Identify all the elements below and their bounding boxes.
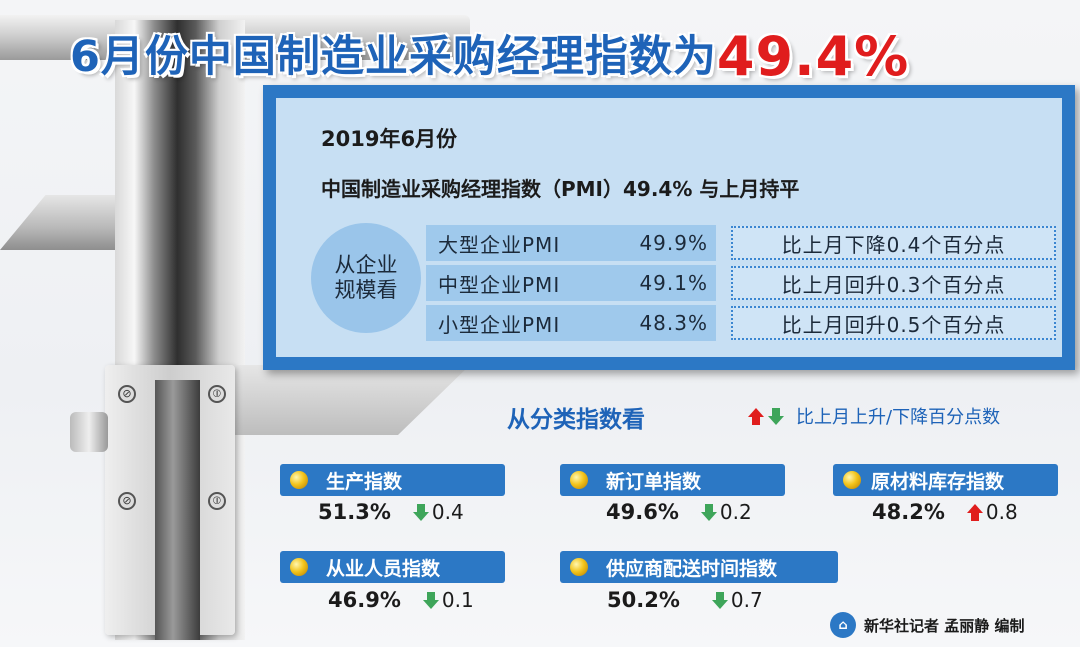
title-main: 6月份中国制造业采购经理指数为 <box>70 32 717 82</box>
ball-icon <box>843 471 861 489</box>
category-value-employment: 46.9% 0.1 <box>328 588 474 612</box>
category-delta: 0.4 <box>431 500 464 524</box>
category-value: 49.6% <box>606 500 679 524</box>
arrow-up-icon <box>966 503 983 521</box>
category-label-text: 供应商配送时间指数 <box>606 557 778 580</box>
change-box-large: 比上月下降0.4个百分点 <box>731 226 1056 260</box>
change-box-small: 比上月回升0.5个百分点 <box>731 306 1056 340</box>
change-box-medium: 比上月回升0.3个百分点 <box>731 266 1056 300</box>
category-label-production: 生产指数 <box>280 464 505 496</box>
category-delta: 0.1 <box>441 588 474 612</box>
arrow-down-icon <box>700 503 717 521</box>
category-value: 51.3% <box>318 500 391 524</box>
category-label-raw-materials: 原材料库存指数 <box>833 464 1058 496</box>
category-delta: 0.8 <box>985 500 1018 524</box>
credit-line: ⌂ 新华社记者 孟丽静 编制 <box>830 612 1024 638</box>
screw-icon: ⦶ <box>208 385 226 403</box>
category-label-text: 生产指数 <box>326 470 403 493</box>
category-value-raw-materials: 48.2% 0.8 <box>872 500 1018 524</box>
pmi-row-value: 48.3% <box>639 311 708 335</box>
caliper-slot <box>155 380 200 640</box>
arrow-down-icon <box>768 407 784 425</box>
arrow-down-icon <box>412 503 429 521</box>
screw-icon: ⊘ <box>118 492 136 510</box>
category-value-production: 51.3% 0.4 <box>318 500 464 524</box>
ball-icon <box>570 471 588 489</box>
category-value: 50.2% <box>607 588 680 612</box>
category-delta: 0.7 <box>730 588 763 612</box>
category-title: 从分类指数看 <box>507 407 645 433</box>
category-label-text: 原材料库存指数 <box>871 470 1005 493</box>
title-value: 49.4% <box>716 25 910 88</box>
caliper-slider-arm <box>230 365 470 435</box>
arrow-down-icon <box>422 591 439 609</box>
category-delta: 0.2 <box>719 500 752 524</box>
ball-icon <box>570 558 588 576</box>
pmi-row-name: 中型企业PMI <box>438 272 561 297</box>
page-title: 6月份中国制造业采购经理指数为49.4% <box>70 22 909 88</box>
caliper-middle-jaw <box>0 195 130 250</box>
category-value: 46.9% <box>328 588 401 612</box>
scale-label-line1: 从企业 <box>334 252 398 277</box>
pmi-row-value: 49.9% <box>639 231 708 255</box>
ball-icon <box>290 558 308 576</box>
credit-text: 新华社记者 孟丽静 编制 <box>864 616 1025 635</box>
screw-icon: ⊘ <box>118 385 136 403</box>
category-label-text: 新订单指数 <box>606 470 702 493</box>
pmi-row-medium: 中型企业PMI 49.1% <box>426 265 716 301</box>
category-label-supplier-delivery: 供应商配送时间指数 <box>560 551 838 583</box>
caliper-knob <box>70 412 108 452</box>
category-value-supplier-delivery: 50.2% 0.7 <box>607 588 763 612</box>
pmi-row-small: 小型企业PMI 48.3% <box>426 305 716 341</box>
category-legend: 比上月上升/下降百分点数 <box>748 403 1000 429</box>
category-value-new-orders: 49.6% 0.2 <box>606 500 752 524</box>
arrow-up-icon <box>748 407 764 425</box>
category-label-text: 从业人员指数 <box>326 557 441 580</box>
xinhua-logo-icon: ⌂ <box>830 612 856 638</box>
pmi-row-name: 大型企业PMI <box>438 232 561 257</box>
pmi-row-name: 小型企业PMI <box>438 312 561 337</box>
pmi-headline: 中国制造业采购经理指数（PMI）49.4% 与上月持平 <box>321 177 800 201</box>
pmi-row-large: 大型企业PMI 49.9% <box>426 225 716 261</box>
category-label-employment: 从业人员指数 <box>280 551 505 583</box>
pmi-row-value: 49.1% <box>639 271 708 295</box>
scale-circle: 从企业 规模看 <box>311 223 421 333</box>
legend-text: 比上月上升/下降百分点数 <box>796 407 1001 428</box>
summary-panel-inner: 2019年6月份 中国制造业采购经理指数（PMI）49.4% 与上月持平 从企业… <box>276 98 1062 357</box>
summary-panel: 2019年6月份 中国制造业采购经理指数（PMI）49.4% 与上月持平 从企业… <box>263 85 1075 370</box>
ball-icon <box>290 471 308 489</box>
category-label-new-orders: 新订单指数 <box>560 464 785 496</box>
arrow-down-icon <box>711 591 728 609</box>
year-month-label: 2019年6月份 <box>321 127 458 151</box>
scale-label-line2: 规模看 <box>334 278 398 302</box>
screw-icon: ⦶ <box>208 492 226 510</box>
category-value: 48.2% <box>872 500 945 524</box>
